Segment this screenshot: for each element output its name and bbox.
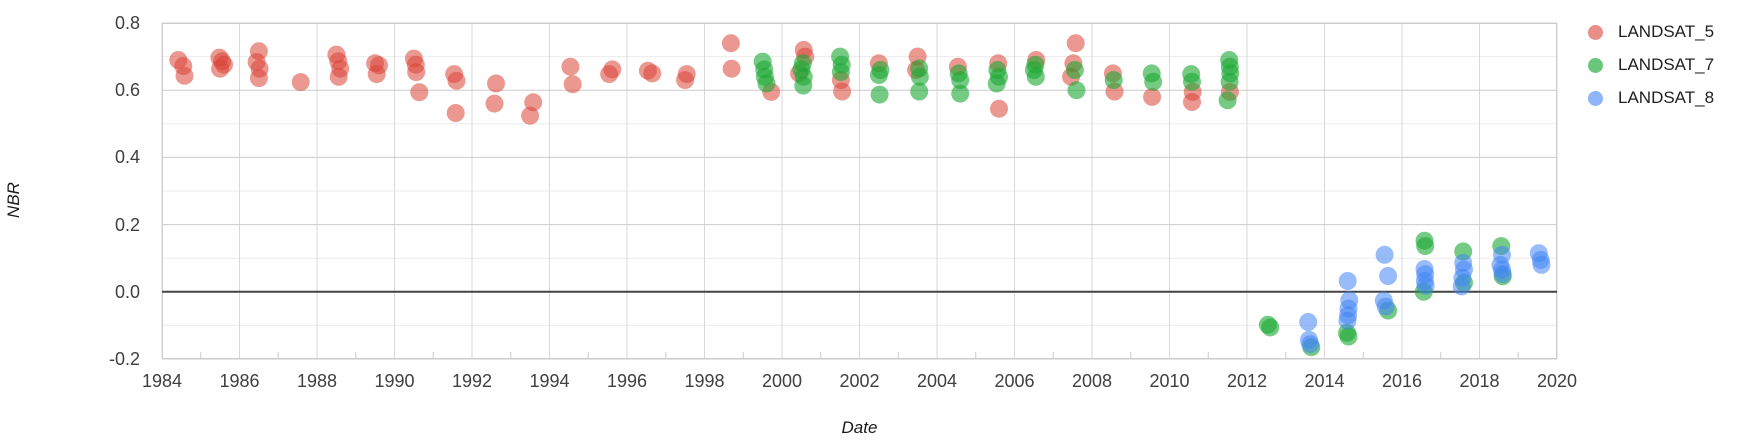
data-point-landsat_7[interactable] [1144,72,1163,91]
y-tick-label: 0.8 [114,13,140,33]
x-tick-label: 1986 [219,371,260,391]
data-point-landsat_5[interactable] [643,64,662,83]
data-point-landsat_5[interactable] [1143,87,1162,106]
plot-area [161,22,1558,360]
data-point-landsat_7[interactable] [1026,67,1045,86]
data-point-landsat_7[interactable] [1416,237,1435,256]
legend-item-landsat_7: LANDSAT_7 [1588,54,1714,76]
data-point-landsat_5[interactable] [410,83,429,102]
x-tick-label: 2014 [1304,371,1345,391]
data-point-landsat_8[interactable] [1376,297,1395,316]
x-tick-label: 2016 [1381,371,1423,391]
data-point-landsat_7[interactable] [1220,72,1239,91]
data-point-landsat_8[interactable] [1375,245,1394,264]
data-point-landsat_5[interactable] [722,59,741,78]
data-point-landsat_5[interactable] [603,60,622,79]
legend-label: LANDSAT_7 [1618,55,1715,74]
data-point-landsat_5[interactable] [291,73,310,92]
data-point-landsat_5[interactable] [447,71,466,90]
x-tick-label: 2000 [761,371,803,391]
data-point-landsat_7[interactable] [910,82,929,101]
data-point-landsat_5[interactable] [485,94,504,113]
y-tick-label: 0.2 [114,214,140,235]
data-point-landsat_5[interactable] [1183,93,1201,111]
y-axis-title: NBR [4,182,23,218]
x-tick-label: 2020 [1536,371,1578,391]
legend-item-landsat_5: LANDSAT_5 [1588,21,1714,43]
x-tick-label: 1998 [684,371,725,391]
x-tick-label: 1996 [606,371,648,391]
x-tick-label: 1994 [529,371,570,391]
data-point-landsat_5[interactable] [446,104,465,122]
data-point-landsat_7[interactable] [757,74,776,93]
data-point-landsat_8[interactable] [1452,277,1471,296]
legend-swatch-icon [1588,90,1603,106]
data-point-landsat_7[interactable] [1183,72,1201,91]
x-tick-label: 2002 [839,371,880,391]
data-point-landsat_5[interactable] [721,34,740,53]
data-point-landsat_7[interactable] [794,76,813,95]
data-point-landsat_5[interactable] [329,67,348,86]
x-axis-title: Date [841,418,878,437]
y-tick-label: -0.2 [108,349,140,369]
data-point-landsat_5[interactable] [211,59,230,78]
x-tick-label: 2004 [916,371,958,391]
data-point-landsat_5[interactable] [990,99,1008,118]
x-tick-label: 2012 [1226,371,1268,391]
x-tick-label: 1990 [374,371,415,391]
x-tick-label: 2018 [1459,371,1500,391]
data-point-landsat_7[interactable] [869,66,888,85]
data-point-landsat_7[interactable] [831,63,850,82]
data-point-landsat_8[interactable] [1493,265,1512,283]
data-point-landsat_5[interactable] [175,66,194,85]
legend-swatch-icon [1588,57,1603,73]
legend-label: LANDSAT_8 [1618,88,1715,107]
data-point-landsat_8[interactable] [1299,313,1318,331]
data-point-landsat_5[interactable] [676,71,695,90]
data-point-landsat_7[interactable] [1104,71,1123,90]
data-point-landsat_7[interactable] [987,74,1006,93]
data-point-landsat_8[interactable] [1338,272,1357,290]
x-tick-label: 1984 [141,371,183,391]
data-point-landsat_7[interactable] [870,85,889,104]
y-tick-label: 0.4 [114,147,140,168]
data-point-landsat_7[interactable] [951,84,970,103]
data-point-landsat_5[interactable] [1066,34,1085,53]
plot-border [162,23,1557,359]
data-point-landsat_8[interactable] [1416,276,1435,295]
data-point-landsat_8[interactable] [1531,250,1550,269]
x-tick-label: 2010 [1149,371,1190,391]
data-point-landsat_5[interactable] [563,75,582,94]
data-point-landsat_8[interactable] [1379,267,1398,285]
x-tick-label: 2008 [1071,371,1113,391]
data-point-landsat_8[interactable] [1338,311,1357,330]
legend: LANDSAT_5 LANDSAT_7 LANDSAT_8 [1588,21,1714,120]
data-point-landsat_8[interactable] [1301,335,1320,354]
y-tick-label: 0.0 [114,281,140,302]
y-tick-label: 0.6 [114,80,140,101]
data-point-landsat_5[interactable] [487,74,505,93]
data-point-landsat_5[interactable] [524,93,543,112]
data-point-landsat_7[interactable] [1339,327,1358,346]
data-point-landsat_5[interactable] [521,106,540,125]
x-tick-label: 1988 [296,371,338,391]
data-point-landsat_7[interactable] [910,67,929,86]
data-point-landsat_5[interactable] [407,63,426,82]
data-point-landsat_5[interactable] [561,57,580,76]
data-point-landsat_7[interactable] [1067,81,1086,100]
data-point-landsat_5[interactable] [367,65,386,84]
data-point-landsat_7[interactable] [951,71,970,90]
x-tick-label: 2006 [994,371,1035,391]
data-point-landsat_7[interactable] [1065,61,1084,79]
data-point-landsat_7[interactable] [1218,91,1237,110]
x-tick-label: 1992 [451,371,493,391]
data-point-landsat_5[interactable] [249,69,268,88]
data-point-landsat_7[interactable] [1261,318,1280,337]
legend-swatch-icon [1588,24,1603,40]
legend-item-landsat_8: LANDSAT_8 [1588,87,1714,109]
data-point-landsat_5[interactable] [833,82,852,101]
legend-label: LANDSAT_5 [1618,22,1715,41]
